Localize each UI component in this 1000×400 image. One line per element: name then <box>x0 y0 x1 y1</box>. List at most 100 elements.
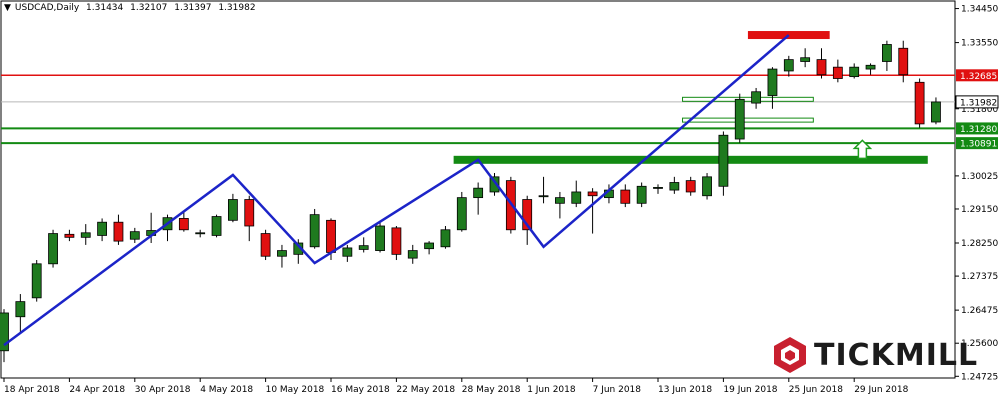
candle-bullish <box>849 66 860 78</box>
candle-bullish <box>456 197 467 231</box>
ohlc-open: 1.31434 <box>86 3 124 13</box>
candle-bullish <box>702 176 712 197</box>
candle-bearish <box>244 199 255 227</box>
x-tick-label: 25 Jun 2018 <box>789 385 843 395</box>
ohlc-low: 1.31397 <box>174 3 212 13</box>
y-tick-label: 1.25600 <box>961 339 998 349</box>
x-tick-label: 29 Jun 2018 <box>854 385 908 395</box>
candle-bullish <box>669 182 680 191</box>
level-badge-label: 1.30891 <box>960 140 997 150</box>
level-badge <box>955 95 999 109</box>
ohlc-close: 1.31982 <box>218 3 256 13</box>
x-tick-label: 24 Apr 2018 <box>69 385 125 395</box>
up-arrow-icon <box>852 139 873 160</box>
candle-bearish <box>685 180 696 193</box>
x-tick-label: 13 Jun 2018 <box>658 385 712 395</box>
y-tick-label: 1.26475 <box>961 306 998 316</box>
brand-name: TICKMILL <box>814 337 979 373</box>
candle-bullish <box>538 195 549 198</box>
candle-bearish <box>326 219 336 253</box>
x-tick-label: 10 May 2018 <box>266 385 325 395</box>
candle-bullish <box>783 59 794 72</box>
x-tick-label: 22 May 2018 <box>396 385 455 395</box>
candle-bearish <box>914 81 925 125</box>
candle-bullish <box>195 232 206 235</box>
candle-bullish <box>375 225 385 251</box>
gap-box <box>682 96 814 102</box>
candle-bullish <box>882 44 892 62</box>
x-tick-label: 7 Jun 2018 <box>593 385 642 395</box>
y-tick-label: 1.30025 <box>961 172 998 182</box>
level-badge-label: 1.31280 <box>960 125 997 135</box>
candle-bearish <box>260 233 271 257</box>
candle-bullish <box>0 312 9 352</box>
candle-bearish <box>178 218 189 231</box>
x-tick-label: 4 May 2018 <box>200 385 253 395</box>
candle-bullish <box>424 242 435 250</box>
tickmill-hexagon-logo-icon <box>774 337 806 373</box>
candle-bullish <box>555 197 565 204</box>
candle-bullish <box>571 191 582 204</box>
x-tick-label: 28 May 2018 <box>462 385 521 395</box>
tickmill-brand: TICKMILL <box>772 336 978 374</box>
level-badge-label: 1.32685 <box>960 72 997 82</box>
candle-bearish <box>898 47 909 76</box>
y-tick-label: 1.27375 <box>961 272 998 282</box>
plot-frame <box>0 0 956 379</box>
candle-bullish <box>129 231 140 240</box>
support-zone <box>453 155 928 164</box>
candle-bearish <box>832 66 843 79</box>
candle-bearish <box>64 233 75 238</box>
candle-bullish <box>473 187 484 199</box>
level-badge <box>956 137 998 150</box>
candle-bearish <box>522 199 533 231</box>
candle-bullish <box>277 250 287 257</box>
x-tick-label: 19 Jun 2018 <box>723 385 777 395</box>
symbol-label: USDCAD,Daily <box>14 3 80 13</box>
candle-bullish <box>407 250 418 259</box>
candle-bullish <box>931 101 941 123</box>
collapse-triangle-icon[interactable]: ▼ <box>4 3 11 13</box>
candle-bullish <box>48 233 58 265</box>
y-tick-label: 1.29150 <box>961 205 998 215</box>
level-badge <box>956 69 998 82</box>
candle-bullish <box>636 185 647 204</box>
candle-bullish <box>718 134 729 187</box>
x-tick-label: 16 May 2018 <box>331 385 390 395</box>
candle-bearish <box>113 221 124 242</box>
candle-bullish <box>358 245 369 250</box>
candle-bullish <box>865 64 876 70</box>
candle-bullish <box>227 199 238 221</box>
candle-bullish <box>309 214 320 248</box>
candle-bullish <box>800 57 811 62</box>
candle-bullish <box>489 176 500 193</box>
candle-bullish <box>342 247 353 257</box>
y-tick-label: 1.34450 <box>961 5 998 15</box>
candle-bullish <box>653 187 663 189</box>
candle-bullish <box>31 263 42 299</box>
trend-zigzag-line <box>3 34 790 347</box>
chart-header: ▼ USDCAD,Daily 1.31434 1.32107 1.31397 1.… <box>4 3 260 13</box>
candle-bearish <box>587 191 598 197</box>
level-badge-label: 1.31982 <box>960 98 997 108</box>
candle-bullish <box>734 98 745 140</box>
candle-bullish <box>767 68 778 96</box>
candle-bullish <box>211 216 222 236</box>
candle-bearish <box>391 227 402 255</box>
x-tick-label: 30 Apr 2018 <box>135 385 191 395</box>
candle-bullish <box>751 91 761 104</box>
gap-box <box>682 117 814 123</box>
candle-bearish <box>816 59 827 76</box>
candle-bullish <box>15 301 26 318</box>
ohlc-high: 1.32107 <box>130 3 168 13</box>
level-badge <box>956 122 998 135</box>
y-tick-label: 1.31800 <box>961 105 998 115</box>
candle-bullish <box>97 221 107 236</box>
candle-bearish <box>620 189 631 204</box>
y-tick-label: 1.24725 <box>961 372 998 382</box>
x-tick-label: 1 Jun 2018 <box>527 385 576 395</box>
y-tick-label: 1.28250 <box>961 239 998 249</box>
x-tick-label: 18 Apr 2018 <box>4 385 60 395</box>
y-tick-label: 1.33550 <box>961 39 998 49</box>
